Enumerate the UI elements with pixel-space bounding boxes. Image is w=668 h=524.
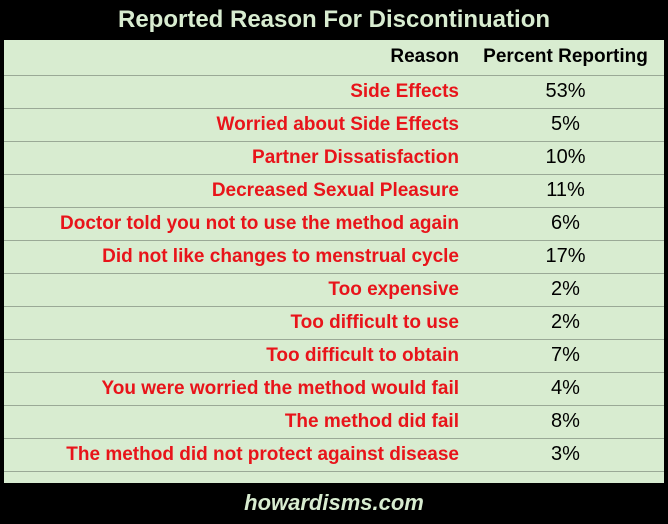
- table-row: The method did fail 8%: [4, 405, 664, 439]
- reason-cell: Side Effects: [4, 75, 467, 109]
- percent-cell: 8%: [467, 405, 664, 439]
- percent-cell: 2%: [467, 306, 664, 340]
- percent-cell: 53%: [467, 75, 664, 109]
- percent-cell: 11%: [467, 174, 664, 208]
- table-row: Partner Dissatisfaction 10%: [4, 141, 664, 175]
- reason-cell: Partner Dissatisfaction: [4, 141, 467, 175]
- reason-cell: The method did not protect against disea…: [4, 438, 467, 472]
- percent-cell: 17%: [467, 240, 664, 274]
- table-row: Too difficult to use 2%: [4, 306, 664, 340]
- table-row: Too difficult to obtain 7%: [4, 339, 664, 373]
- table-body: Side Effects 53% Worried about Side Effect…: [4, 75, 664, 472]
- source-credit: howardisms.com: [244, 490, 424, 515]
- table-row: Decreased Sexual Pleasure 11%: [4, 174, 664, 208]
- reason-cell: Too difficult to obtain: [4, 339, 467, 373]
- reason-cell: Decreased Sexual Pleasure: [4, 174, 467, 208]
- table-row: You were worried the method would fail 4%: [4, 372, 664, 406]
- percent-cell: 3%: [467, 438, 664, 472]
- percent-cell: 2%: [467, 273, 664, 307]
- table-header-row: Reason Percent Reporting: [4, 40, 664, 76]
- reason-cell: You were worried the method would fail: [4, 372, 467, 406]
- percent-cell: 4%: [467, 372, 664, 406]
- data-table-container: Reason Percent Reporting Side Effects 53%…: [4, 40, 664, 483]
- reason-cell: Worried about Side Effects: [4, 108, 467, 142]
- column-header-percent: Percent Reporting: [467, 40, 664, 76]
- data-table: Reason Percent Reporting Side Effects 53%…: [4, 40, 664, 472]
- table-row: The method did not protect against disea…: [4, 438, 664, 472]
- reason-cell: The method did fail: [4, 405, 467, 439]
- reason-cell: Doctor told you not to use the method ag…: [4, 207, 467, 241]
- reason-cell: Did not like changes to menstrual cycle: [4, 240, 467, 274]
- percent-cell: 10%: [467, 141, 664, 175]
- table-row: Doctor told you not to use the method ag…: [4, 207, 664, 241]
- chart-title: Reported Reason For Discontinuation: [117, 6, 551, 33]
- table-row: Worried about Side Effects 5%: [4, 108, 664, 142]
- percent-cell: 5%: [467, 108, 664, 142]
- reason-cell: Too difficult to use: [4, 306, 467, 340]
- table-row: Did not like changes to menstrual cycle 1…: [4, 240, 664, 274]
- percent-cell: 6%: [467, 207, 664, 241]
- column-header-reason: Reason: [4, 40, 467, 76]
- table-row: Side Effects 53%: [4, 75, 664, 109]
- table-row: Too expensive 2%: [4, 273, 664, 307]
- reason-cell: Too expensive: [4, 273, 467, 307]
- percent-cell: 7%: [467, 339, 664, 373]
